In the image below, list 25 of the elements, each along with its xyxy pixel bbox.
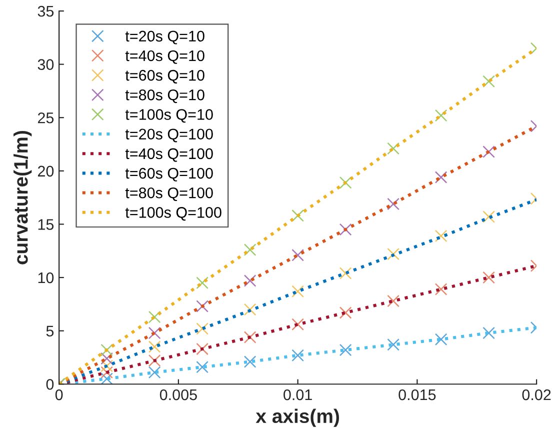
legend-label: t=100s Q=100 <box>125 207 222 221</box>
y-tick-label: 30 <box>38 59 54 70</box>
x-tick-label: 0 <box>55 389 63 400</box>
y-tick-label: 25 <box>38 112 54 124</box>
y-axis-title: curvature(1/m) <box>14 130 32 264</box>
y-tick-label: 15 <box>38 219 54 230</box>
x-tick-label: 0.005 <box>160 389 197 400</box>
y-tick-label: 5 <box>46 326 54 337</box>
y-tick-label: 35 <box>38 6 54 17</box>
x-axis-title: x axis(m) <box>256 408 339 427</box>
x-tick-label: 0.015 <box>398 389 436 400</box>
y-tick-label: 0 <box>46 378 54 390</box>
legend-label: t=80s Q=10 <box>125 90 204 104</box>
x-tick-label: 0.02 <box>522 389 551 400</box>
y-tick-label: 20 <box>38 166 54 177</box>
legend-label: t=60s Q=10 <box>125 70 204 84</box>
legend-label: t=40s Q=10 <box>125 50 204 64</box>
legend-label: t=20s Q=10 <box>125 30 204 44</box>
legend-label: t=20s Q=100 <box>125 128 213 142</box>
legend-label: t=60s Q=100 <box>125 168 213 182</box>
y-tick-label: 10 <box>38 272 54 284</box>
x-tick-label: 0.01 <box>284 389 312 400</box>
legend-label: t=80s Q=100 <box>125 187 213 202</box>
legend-label: t=40s Q=100 <box>125 148 213 162</box>
legend-label: t=100s Q=10 <box>125 109 213 123</box>
